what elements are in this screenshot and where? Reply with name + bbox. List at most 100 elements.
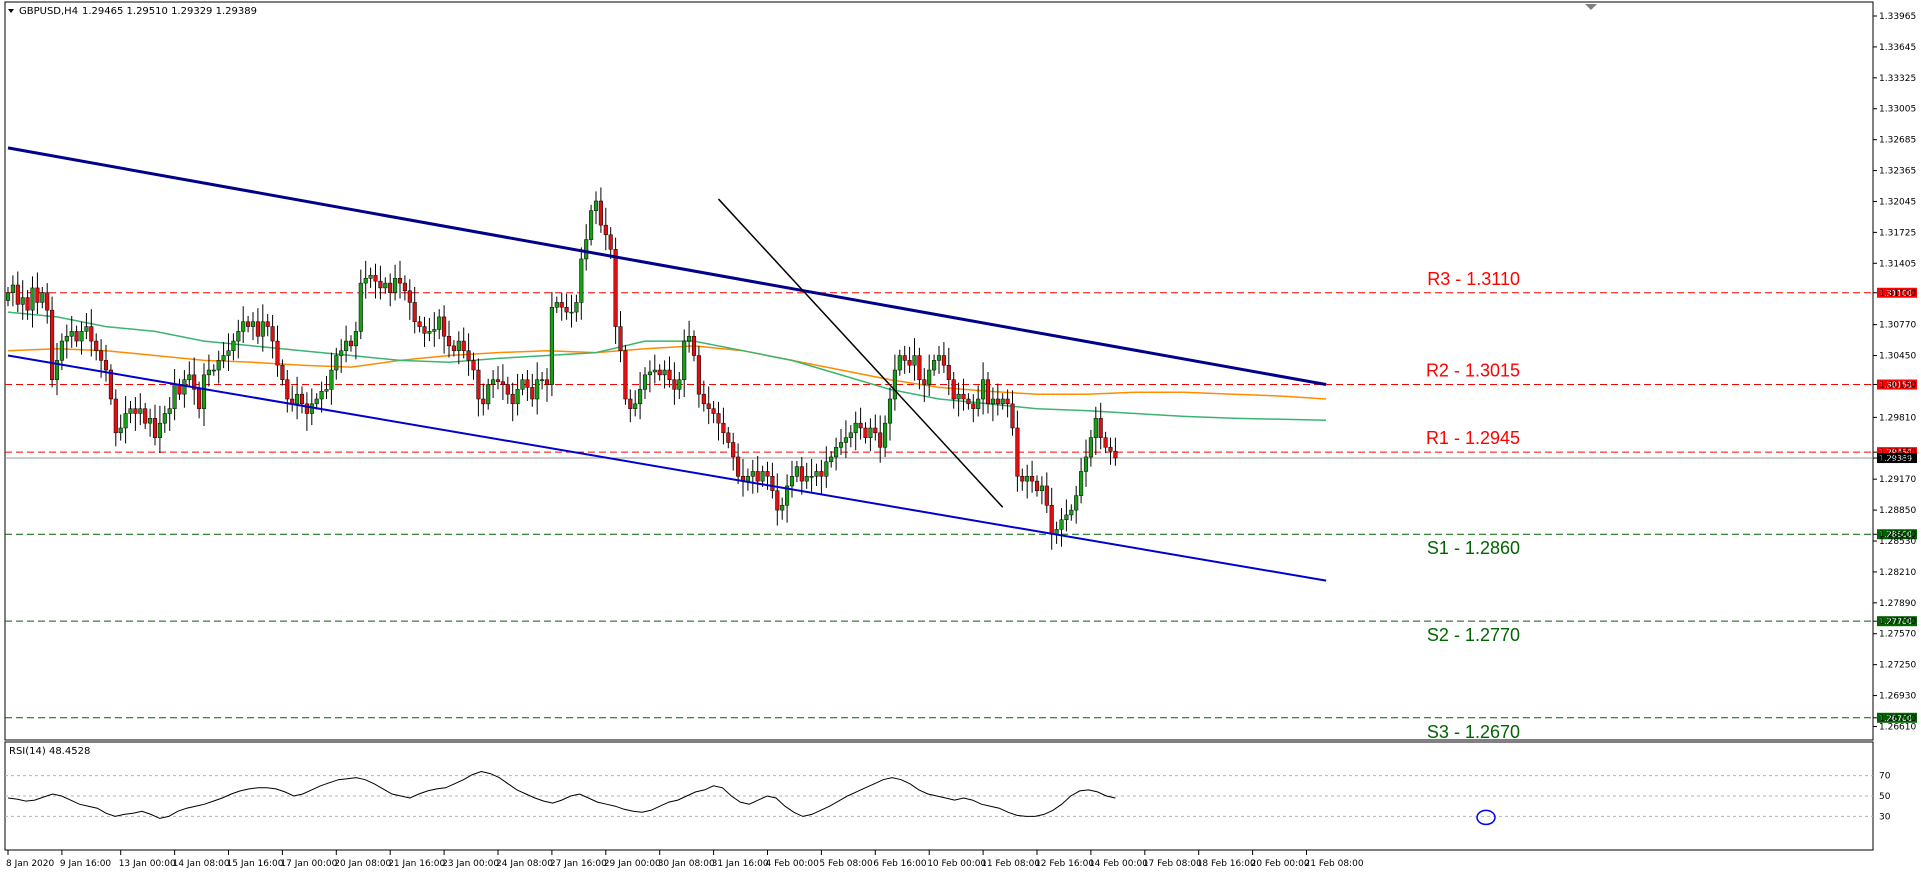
candle-body <box>540 379 545 381</box>
x-tick-label: 17 Jan 00:00 <box>280 859 337 869</box>
candle-body <box>525 379 530 388</box>
y-tick-label: 1.27700 <box>1879 617 1916 627</box>
candle-body <box>309 403 314 414</box>
candle-body <box>1030 476 1035 482</box>
candle-body <box>745 476 750 482</box>
candle-body <box>84 326 89 332</box>
candle-body <box>138 408 143 414</box>
level-price-box-text: 1.29450 <box>1879 448 1912 457</box>
candle-body <box>677 379 682 390</box>
candle-body <box>687 335 692 342</box>
candle-body <box>133 408 138 414</box>
candle-body <box>417 321 422 327</box>
candle-body <box>584 239 589 260</box>
candle-body <box>1079 471 1084 496</box>
candle-body <box>564 306 569 313</box>
x-tick-label: 18 Feb 16:00 <box>1197 859 1256 869</box>
level-price-box-text: 1.28600 <box>1879 530 1912 539</box>
y-tick-label: 1.32365 <box>1879 167 1916 177</box>
candle-body <box>662 369 667 376</box>
candle-body <box>270 326 275 342</box>
candle-body <box>437 316 442 330</box>
candle-body <box>319 391 324 400</box>
candle-body <box>765 471 770 477</box>
candle-body <box>682 340 687 380</box>
candle-body <box>569 311 574 314</box>
candle-body <box>471 360 476 371</box>
candle-body <box>672 379 677 390</box>
collapse-triangle-icon[interactable] <box>8 9 14 13</box>
candle-body <box>907 360 912 366</box>
candle-body <box>182 379 187 395</box>
candle-body <box>628 398 633 409</box>
candle-body <box>726 432 731 443</box>
candle-body <box>829 456 834 463</box>
candle-body <box>809 476 814 478</box>
candle-body <box>280 364 285 380</box>
candle-body <box>1005 398 1010 405</box>
candle-body <box>236 331 241 342</box>
candle-body <box>755 471 760 482</box>
candle-body <box>642 374 648 390</box>
x-tick-label: 9 Jan 16:00 <box>60 859 112 869</box>
candle-body <box>535 379 540 400</box>
candle-body <box>275 340 280 366</box>
candle-body <box>99 350 104 361</box>
candle-body <box>520 379 525 390</box>
y-tick-label: 1.33005 <box>1879 105 1916 115</box>
candle-body <box>711 408 716 414</box>
candle-body <box>486 384 491 405</box>
candle-body <box>192 374 197 390</box>
candle-body <box>265 321 270 327</box>
candle-body <box>432 329 437 332</box>
x-tick-label: 6 Feb 16:00 <box>873 859 927 869</box>
chart-ohlc-values: 1.29465 1.29510 1.29329 1.29389 <box>82 6 257 17</box>
scroll-marker-icon[interactable] <box>1585 4 1597 10</box>
candle-body <box>358 282 363 332</box>
current-price-box <box>1877 453 1917 464</box>
candle-body <box>927 369 932 385</box>
candle-body <box>515 389 520 405</box>
candle-body <box>598 200 603 226</box>
level-label: R1 - 1.2945 <box>1426 428 1520 448</box>
level-price-box-text: 1.26700 <box>1879 714 1912 723</box>
candle-body <box>804 476 809 482</box>
candle-body <box>691 335 697 356</box>
y-tick-label: 1.28850 <box>1879 506 1916 516</box>
candle-body <box>324 389 329 392</box>
candle-body <box>407 290 412 303</box>
candle-body <box>1000 398 1005 405</box>
candle-body <box>50 309 55 380</box>
candle-body <box>197 389 202 409</box>
candle-body <box>221 355 226 361</box>
candle-body <box>412 302 417 322</box>
candle-body <box>878 432 883 448</box>
candle-body <box>476 369 481 400</box>
candle-body <box>20 297 25 305</box>
candle-body <box>211 369 216 372</box>
candle-body <box>456 340 461 351</box>
y-tick-label: 1.31100 <box>1879 289 1916 299</box>
candle-body <box>201 374 207 409</box>
candle-body <box>995 398 1000 405</box>
candle-body <box>985 379 991 405</box>
candle-body <box>59 340 64 361</box>
candle-body <box>951 379 956 400</box>
candle-body <box>15 284 20 305</box>
x-tick-label: 21 Feb 08:00 <box>1305 859 1364 869</box>
candle-body <box>255 321 260 337</box>
candle-body <box>451 345 456 351</box>
y-tick-label: 1.33965 <box>1879 12 1916 22</box>
y-tick-label: 1.29389 <box>1879 454 1916 464</box>
rsi-line <box>7 770 1116 819</box>
x-tick-label: 10 Feb 00:00 <box>927 859 986 869</box>
candle-body <box>128 408 133 414</box>
x-tick-label: 20 Feb 00:00 <box>1251 859 1310 869</box>
candle-body <box>231 340 236 351</box>
candle-body <box>736 456 741 477</box>
x-tick-label: 20 Jan 08:00 <box>334 859 391 869</box>
candle-body <box>94 340 99 351</box>
candle-body <box>574 302 579 313</box>
